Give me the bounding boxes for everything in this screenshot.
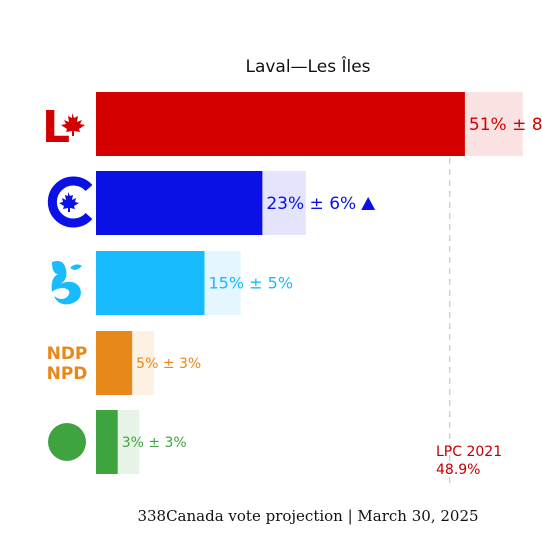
value-label-bq: 15% ± 5% <box>209 274 294 293</box>
ndp-logo-line2: NPD <box>47 364 88 384</box>
ndp-logo-icon: NDP NPD <box>47 344 88 384</box>
bar-bq <box>96 251 205 315</box>
value-label-lpc: 51% ± 8% <box>469 115 542 135</box>
value-label-cpc: 23% ± 6% <box>266 194 356 214</box>
value-label-gpc: 3% ± 3% <box>122 435 187 451</box>
trend-up-icon <box>361 197 376 210</box>
bar-ndp <box>96 331 133 395</box>
bar-cpc <box>96 171 263 235</box>
bar-lpc <box>96 92 465 156</box>
conservative-logo-icon <box>47 176 93 228</box>
value-label-ndp: 5% ± 3% <box>136 356 201 372</box>
bloc-quebecois-logo-icon <box>51 261 82 305</box>
green-logo-icon <box>48 423 86 461</box>
bar-gpc <box>96 410 118 474</box>
liberal-logo-icon: L <box>42 102 85 153</box>
chart-title: Laval—Les Îles <box>245 55 370 77</box>
footer-caption: 338Canada vote projection | March 30, 20… <box>137 507 478 525</box>
reference-label-line2: 48.9% <box>436 462 480 478</box>
reference-label-line1: LPC 2021 <box>436 444 502 460</box>
bars-group: 51% ± 8% 23% ± 6% 15% ± 5% 5% ± 3% 3% ± 3% <box>96 92 542 474</box>
ndp-logo-line1: NDP <box>47 344 88 364</box>
